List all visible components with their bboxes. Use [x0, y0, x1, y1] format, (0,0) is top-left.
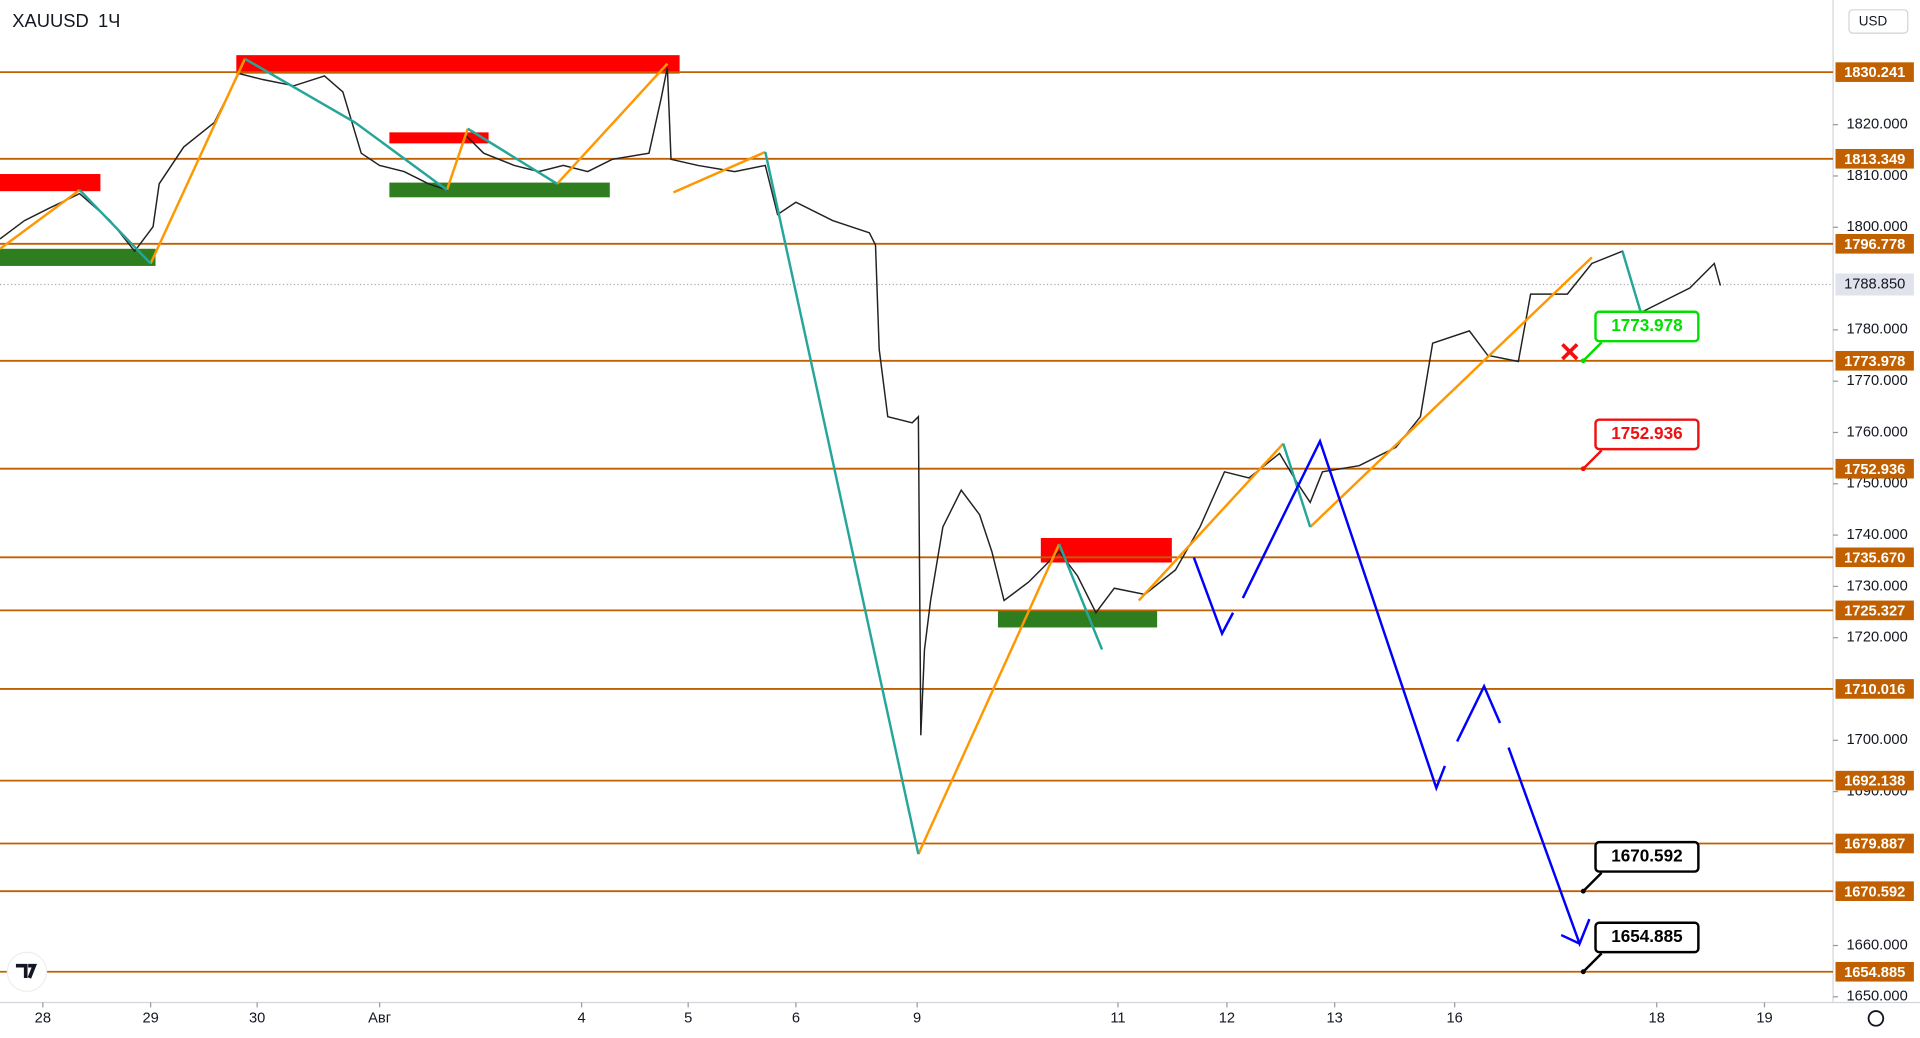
demand-zone [389, 182, 610, 198]
level-tag [1835, 881, 1914, 901]
level-tag [1835, 547, 1914, 568]
callout-box [1594, 310, 1700, 343]
x-tick-label: 18 [1649, 1010, 1665, 1026]
x-tick-label: 30 [249, 1010, 265, 1026]
level-label: 1735.670 [1844, 550, 1905, 566]
callout-label: 1773.978 [1611, 315, 1682, 335]
x-tick-label: 16 [1447, 1010, 1463, 1026]
callout-anchor [1580, 969, 1586, 975]
callout-box [1594, 418, 1700, 451]
y-tick-label: 1650.000 [1847, 989, 1908, 1005]
zigzag-down [78, 57, 1646, 855]
demand-zone [0, 248, 156, 266]
level-tag [1835, 62, 1914, 82]
callout-box [1594, 921, 1700, 954]
symbol: XAUUSD [12, 10, 88, 31]
level-tag [1835, 350, 1914, 371]
zigzag-up [0, 58, 1593, 855]
supply-zone [0, 174, 101, 192]
level-label: 1796.778 [1844, 237, 1905, 253]
projection-arrows [1192, 437, 1591, 948]
y-tick-label: 1750.000 [1847, 476, 1908, 492]
level-label: 1710.016 [1844, 682, 1905, 698]
demand-zone [997, 610, 1158, 628]
zones [0, 55, 1172, 628]
last-price-label: 1788.850 [1844, 276, 1905, 292]
callout-pointer [1582, 341, 1603, 362]
callout-label: 1670.592 [1611, 845, 1682, 865]
x-tick-label: 28 [35, 1010, 51, 1026]
x-tick-label: 13 [1327, 1010, 1343, 1026]
y-tick-label: 1720.000 [1847, 630, 1908, 646]
level-label: 1679.887 [1844, 837, 1905, 853]
x-tick-label: 6 [792, 1010, 800, 1026]
callout-anchor [1580, 358, 1586, 364]
supply-zone [236, 55, 680, 74]
x-tick-label: Авг [368, 1010, 391, 1026]
y-tick-label: 1760.000 [1847, 424, 1908, 440]
level-tag [1835, 458, 1914, 479]
interval: 1Ч [98, 10, 120, 31]
y-tick-label: 1730.000 [1847, 578, 1908, 594]
level-tag [1835, 961, 1914, 982]
supply-zone [389, 132, 489, 144]
x-tick-label: 4 [578, 1010, 586, 1026]
level-tag [1835, 770, 1914, 791]
price-trace [0, 67, 1722, 736]
x-tick-label: 29 [142, 1010, 158, 1026]
callout-label: 1752.936 [1611, 423, 1682, 443]
logo-mark [15, 963, 37, 979]
callout-pointer [1582, 449, 1603, 470]
currency-button[interactable] [1848, 9, 1909, 34]
y-tick-label: 1780.000 [1847, 322, 1908, 338]
level-label: 1773.978 [1844, 354, 1905, 370]
level-tag [1835, 233, 1914, 254]
y-tick-label: 1810.000 [1847, 168, 1908, 184]
x-tick-label: 5 [684, 1010, 692, 1026]
level-label: 1670.592 [1844, 884, 1905, 900]
level-label: 1725.327 [1844, 603, 1905, 619]
callouts-layer: 1773.978 1752.936 1670.592 1654.885 [1580, 310, 1700, 975]
callout-anchor [1580, 466, 1586, 472]
level-tag [1835, 833, 1914, 854]
y-tick-label: 1740.000 [1847, 527, 1908, 543]
callout-box [1594, 840, 1700, 873]
levels-layer [0, 71, 1834, 973]
callout-anchor [1580, 888, 1586, 894]
last-price-tag [1835, 273, 1914, 296]
x-tick-label: 12 [1219, 1010, 1235, 1026]
currency: USD [1859, 14, 1888, 29]
callout-label: 1654.885 [1611, 926, 1683, 946]
level-tag [1835, 600, 1914, 621]
level-label: 1692.138 [1844, 774, 1905, 790]
y-tick-label: 1770.000 [1847, 373, 1908, 389]
y-tick-label: 1700.000 [1847, 732, 1908, 748]
y-tick-label: 1660.000 [1847, 937, 1908, 953]
level-label: 1830.241 [1844, 65, 1905, 81]
level-tag [1835, 679, 1914, 699]
callout-pointer [1582, 871, 1603, 893]
y-tick-label: 1820.000 [1847, 117, 1908, 133]
callout-pointer [1582, 952, 1603, 973]
level-label: 1813.349 [1844, 152, 1905, 168]
y-tick-label: 1800.000 [1847, 219, 1908, 235]
level-label: 1752.936 [1844, 462, 1905, 478]
settings-button[interactable] [1867, 1010, 1885, 1027]
level-label: 1654.885 [1844, 965, 1905, 981]
x-tick-label: 9 [913, 1010, 921, 1026]
x-tick-label: 11 [1110, 1010, 1125, 1026]
x-tick-label: 19 [1756, 1010, 1772, 1026]
invalid-mark [1561, 343, 1579, 361]
level-tag [1835, 148, 1914, 169]
